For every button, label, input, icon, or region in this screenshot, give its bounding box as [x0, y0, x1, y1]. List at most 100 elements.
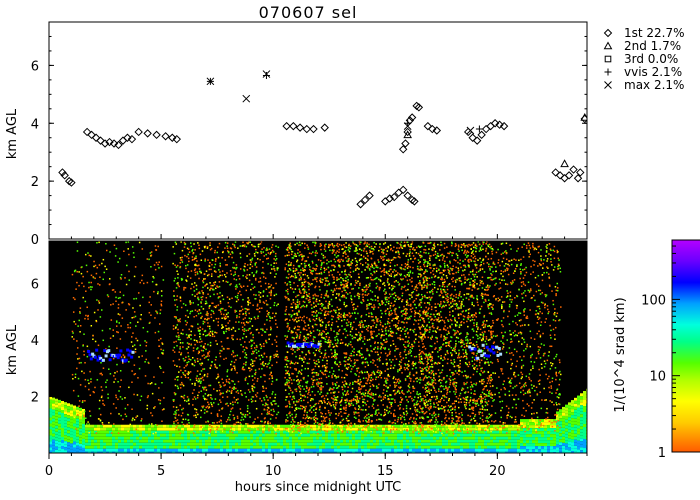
heatmap-noise	[252, 245, 254, 247]
heatmap-cell	[265, 436, 268, 440]
heatmap-cell	[403, 439, 406, 443]
heatmap-noise	[79, 310, 81, 313]
heatmap-cell	[64, 432, 67, 436]
heatmap-noise	[118, 257, 121, 260]
heatmap-noise	[360, 347, 363, 350]
heatmap-noise	[157, 263, 159, 266]
heatmap-cell	[79, 443, 82, 447]
heatmap-noise	[211, 333, 214, 336]
heatmap-cell	[352, 445, 355, 449]
heatmap-noise	[256, 328, 259, 331]
heatmap-noise	[210, 268, 212, 271]
heatmap-noise	[172, 290, 175, 292]
heatmap-cell	[250, 436, 253, 440]
heatmap-cell	[58, 441, 61, 445]
heatmap-noise	[187, 376, 190, 379]
heatmap-noise	[286, 283, 289, 285]
heatmap-noise	[372, 337, 374, 339]
heatmap-noise	[206, 246, 209, 248]
heatmap-cell	[475, 442, 478, 446]
heatmap-noise	[296, 299, 299, 301]
heatmap-noise	[321, 422, 324, 425]
heatmap-noise	[99, 419, 102, 421]
heatmap-noise	[313, 306, 315, 308]
heatmap-cell	[154, 448, 157, 452]
heatmap-cell	[532, 437, 535, 441]
heatmap-cell	[49, 423, 52, 427]
heatmap-noise	[242, 366, 245, 368]
heatmap-cell	[310, 427, 313, 431]
heatmap-noise	[230, 283, 232, 285]
heatmap-noise	[88, 432, 90, 434]
heatmap-noise	[330, 356, 333, 358]
heatmap-noise	[240, 286, 243, 289]
heatmap-noise	[210, 394, 212, 397]
heatmap-noise	[351, 301, 353, 304]
heatmap-cell	[430, 433, 433, 437]
heatmap-noise	[195, 257, 197, 259]
heatmap-noise	[226, 242, 229, 244]
heatmap-cell	[316, 448, 319, 452]
heatmap-cell	[382, 445, 385, 449]
heatmap-noise	[152, 432, 155, 435]
heatmap-noise	[270, 251, 273, 253]
heatmap-cell	[358, 430, 361, 434]
heatmap-cell	[499, 445, 502, 449]
heatmap-noise	[285, 419, 287, 421]
heatmap-cell	[112, 430, 115, 434]
heatmap-noise	[120, 356, 123, 358]
heatmap-noise	[285, 296, 288, 299]
heatmap-noise	[313, 336, 315, 338]
heatmap-cell	[52, 451, 55, 453]
heatmap-cell	[442, 433, 445, 437]
heatmap-cell	[76, 439, 79, 443]
heatmap-noise	[301, 424, 303, 426]
heatmap-noise	[259, 258, 261, 261]
heatmap-noise	[191, 256, 194, 258]
heatmap-noise	[187, 352, 189, 354]
heatmap-cell	[49, 450, 52, 453]
heatmap-noise	[155, 431, 157, 434]
heatmap-cell	[145, 445, 148, 449]
heatmap-noise	[213, 283, 216, 286]
heatmap-noise	[230, 391, 233, 393]
heatmap-noise	[269, 418, 272, 420]
heatmap-noise	[177, 338, 180, 341]
heatmap-noise	[249, 259, 252, 261]
heatmap-noise	[235, 264, 238, 266]
heatmap-cell	[184, 451, 187, 453]
heatmap-noise	[321, 262, 323, 264]
heatmap-cell	[268, 424, 271, 428]
heatmap-cell	[73, 408, 76, 412]
heatmap-noise	[236, 297, 239, 299]
heatmap-noise	[203, 245, 206, 248]
heatmap-cell	[160, 448, 163, 452]
heatmap-cell	[373, 451, 376, 453]
heatmap-cell	[400, 430, 403, 434]
heatmap-cell	[529, 419, 532, 423]
heatmap-cell	[142, 448, 145, 452]
heatmap-noise	[274, 319, 277, 322]
heatmap-noise	[340, 411, 342, 413]
heatmap-noise	[239, 285, 242, 287]
heatmap-cell	[163, 430, 166, 434]
heatmap-noise	[294, 303, 297, 305]
heatmap-cell	[568, 414, 571, 418]
heatmap-noise	[178, 319, 180, 321]
heatmap-noise	[318, 427, 320, 429]
heatmap-noise	[158, 345, 161, 347]
heatmap-noise	[273, 315, 276, 318]
heatmap-noise	[259, 429, 261, 431]
heatmap-noise	[231, 425, 233, 428]
heatmap-noise	[188, 260, 190, 263]
legend-entry: vvis 2.1%	[624, 65, 682, 79]
heatmap-cell	[232, 436, 235, 440]
heatmap-cell	[160, 445, 163, 449]
heatmap-noise	[369, 269, 371, 271]
heatmap-cell	[181, 451, 184, 453]
heatmap-cell	[151, 433, 154, 437]
heatmap-noise	[345, 246, 348, 249]
heatmap-noise	[306, 329, 308, 331]
heatmap-noise	[266, 365, 268, 368]
heatmap-cell	[385, 451, 388, 453]
